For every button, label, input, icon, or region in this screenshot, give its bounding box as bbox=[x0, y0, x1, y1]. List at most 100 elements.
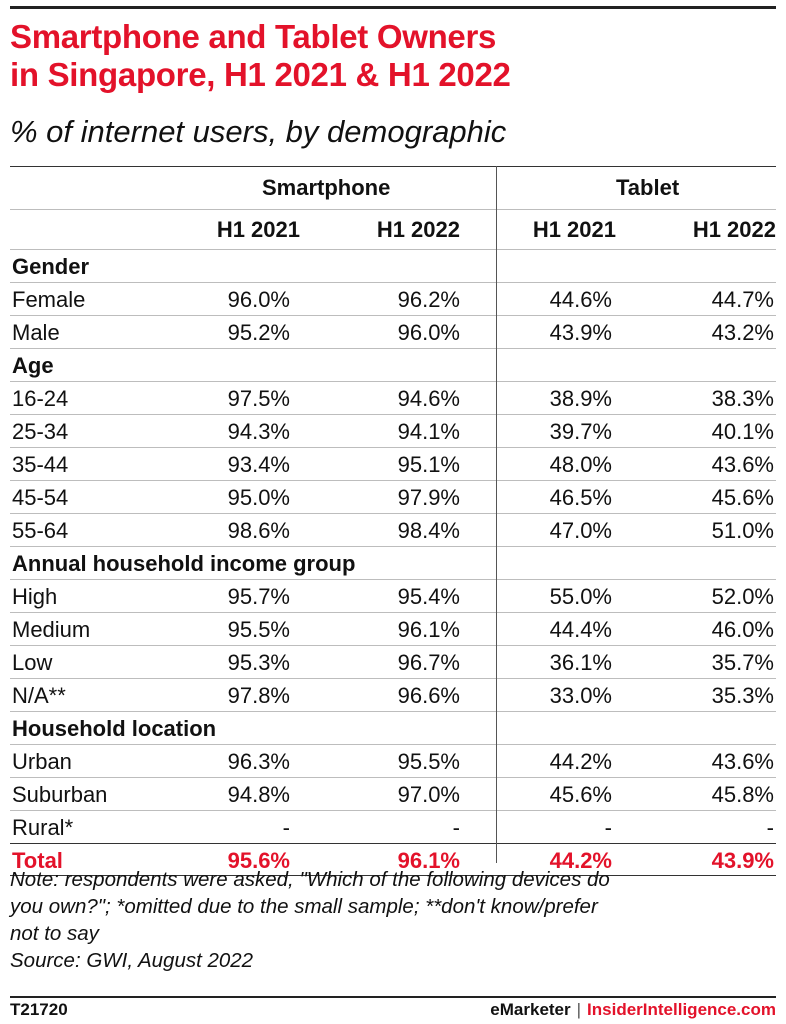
chart-note: Note: respondents were asked, "Which of … bbox=[10, 866, 776, 974]
table-row: Medium 95.5% 96.1% 44.4% 46.0% bbox=[10, 612, 776, 645]
row-label: 45-54 bbox=[12, 485, 69, 510]
cell-value: 95.5% bbox=[397, 749, 460, 774]
row-label: Suburban bbox=[12, 782, 108, 807]
cell-value: 35.7% bbox=[711, 650, 774, 675]
table-row: 16-24 97.5% 94.6% 38.9% 38.3% bbox=[10, 381, 776, 414]
cell-value: 44.7% bbox=[711, 287, 774, 312]
cell-value: 95.7% bbox=[227, 584, 290, 609]
row-label: 25-34 bbox=[12, 419, 69, 444]
period-header-4: H1 2022 bbox=[692, 217, 776, 242]
footer-brand: eMarketer | InsiderIntelligence.com bbox=[490, 1000, 776, 1020]
cell-value: 43.6% bbox=[711, 452, 774, 477]
title-line-1: Smartphone and Tablet Owners bbox=[10, 18, 497, 55]
table-row: Female 96.0% 96.2% 44.6% 44.7% bbox=[10, 282, 776, 315]
cell-value: 97.8% bbox=[227, 683, 290, 708]
row-label: Rural* bbox=[12, 815, 74, 840]
cell-value: 45.8% bbox=[711, 782, 774, 807]
table-row: 35-44 93.4% 95.1% 48.0% 43.6% bbox=[10, 447, 776, 480]
cell-value: 95.0% bbox=[227, 485, 290, 510]
cell-value: 44.2% bbox=[549, 848, 612, 873]
cell-value: 97.5% bbox=[227, 386, 290, 411]
cell-value: 46.5% bbox=[549, 485, 612, 510]
cell-value: - bbox=[282, 815, 290, 840]
row-label: High bbox=[12, 584, 58, 609]
cell-value: 96.3% bbox=[227, 749, 290, 774]
cell-value: 95.3% bbox=[227, 650, 290, 675]
row-label: Male bbox=[12, 320, 60, 345]
title-line-2: in Singapore, H1 2021 & H1 2022 bbox=[10, 56, 511, 93]
cell-value: 44.2% bbox=[549, 749, 612, 774]
cell-value: 45.6% bbox=[549, 782, 612, 807]
row-label: 35-44 bbox=[12, 452, 69, 477]
cell-value: 95.4% bbox=[397, 584, 460, 609]
table-row: Low 95.3% 96.7% 36.1% 35.7% bbox=[10, 645, 776, 678]
cell-value: 44.4% bbox=[549, 617, 612, 642]
period-header-2: H1 2022 bbox=[376, 217, 460, 242]
cell-value: 96.0% bbox=[227, 287, 290, 312]
row-label: Urban bbox=[12, 749, 72, 774]
source-line: Source: GWI, August 2022 bbox=[10, 949, 254, 972]
cell-value: 96.6% bbox=[397, 683, 460, 708]
cell-value: 43.6% bbox=[711, 749, 774, 774]
cell-value: 93.4% bbox=[227, 452, 290, 477]
row-label: Age bbox=[12, 353, 54, 378]
cell-value: 97.0% bbox=[397, 782, 460, 807]
cell-value: 35.3% bbox=[711, 683, 774, 708]
note-line-3: not to say bbox=[10, 922, 99, 945]
group-header-tablet: Tablet bbox=[616, 175, 680, 200]
cell-value: 45.6% bbox=[711, 485, 774, 510]
top-rule bbox=[10, 6, 776, 9]
cell-value: 97.9% bbox=[397, 485, 460, 510]
cell-value: - bbox=[766, 815, 774, 840]
footer-rule bbox=[10, 996, 776, 998]
chart-subtitle: % of internet users, by demographic bbox=[10, 114, 507, 149]
table-row: 55-64 98.6% 98.4% 47.0% 51.0% bbox=[10, 513, 776, 546]
brand-emarketer: eMarketer bbox=[490, 1000, 571, 1019]
table-row: 45-54 95.0% 97.9% 46.5% 45.6% bbox=[10, 480, 776, 513]
data-table: Smartphone Tablet H1 2021 H1 2022 H1 202… bbox=[10, 166, 776, 876]
period-header-3: H1 2021 bbox=[532, 217, 616, 242]
cell-value: 39.7% bbox=[549, 419, 612, 444]
cell-value: 95.6% bbox=[227, 848, 290, 873]
row-label: 16-24 bbox=[12, 386, 69, 411]
group-header-smartphone: Smartphone bbox=[262, 175, 391, 200]
brand-separator: | bbox=[576, 1000, 582, 1019]
period-header-row: H1 2021 H1 2022 H1 2021 H1 2022 bbox=[10, 209, 776, 249]
row-label: Gender bbox=[12, 254, 90, 279]
cell-value: 95.2% bbox=[227, 320, 290, 345]
cell-value: 55.0% bbox=[549, 584, 612, 609]
table-row: Urban 96.3% 95.5% 44.2% 43.6% bbox=[10, 744, 776, 777]
note-line-2: you own?"; *omitted due to the small sam… bbox=[10, 895, 598, 918]
cell-value: 95.5% bbox=[227, 617, 290, 642]
row-label: Medium bbox=[12, 617, 91, 642]
cell-value: 94.1% bbox=[397, 419, 460, 444]
cell-value: 47.0% bbox=[549, 518, 612, 543]
table-row: N/A** 97.8% 96.6% 33.0% 35.3% bbox=[10, 678, 776, 711]
chart-id: T21720 bbox=[10, 1000, 68, 1019]
row-label: N/A** bbox=[12, 683, 66, 708]
row-label: Total bbox=[12, 848, 63, 873]
cell-value: 44.6% bbox=[549, 287, 612, 312]
cell-value: 51.0% bbox=[711, 518, 774, 543]
cell-value: 38.3% bbox=[711, 386, 774, 411]
cell-value: 33.0% bbox=[549, 683, 612, 708]
brand-insider-intelligence: InsiderIntelligence.com bbox=[587, 1000, 776, 1019]
row-label: Annual household income group bbox=[12, 551, 356, 576]
section-header-row: Age bbox=[10, 348, 776, 381]
row-label: Low bbox=[12, 650, 53, 675]
cell-value: 96.0% bbox=[397, 320, 460, 345]
cell-value: 96.2% bbox=[397, 287, 460, 312]
cell-value: 95.1% bbox=[397, 452, 460, 477]
row-label: Household location bbox=[12, 716, 217, 741]
table-top-rule bbox=[10, 166, 776, 167]
cell-value: 98.6% bbox=[227, 518, 290, 543]
note-line-1: Note: respondents were asked, "Which of … bbox=[10, 868, 610, 891]
cell-value: 43.9% bbox=[549, 320, 612, 345]
cell-value: 52.0% bbox=[711, 584, 774, 609]
cell-value: 94.3% bbox=[227, 419, 290, 444]
cell-value: 96.1% bbox=[397, 848, 460, 873]
cell-value: 48.0% bbox=[549, 452, 612, 477]
period-header-1: H1 2021 bbox=[216, 217, 300, 242]
chart-title: Smartphone and Tablet Owners in Singapor… bbox=[10, 18, 776, 94]
table-row: 25-34 94.3% 94.1% 39.7% 40.1% bbox=[10, 414, 776, 447]
